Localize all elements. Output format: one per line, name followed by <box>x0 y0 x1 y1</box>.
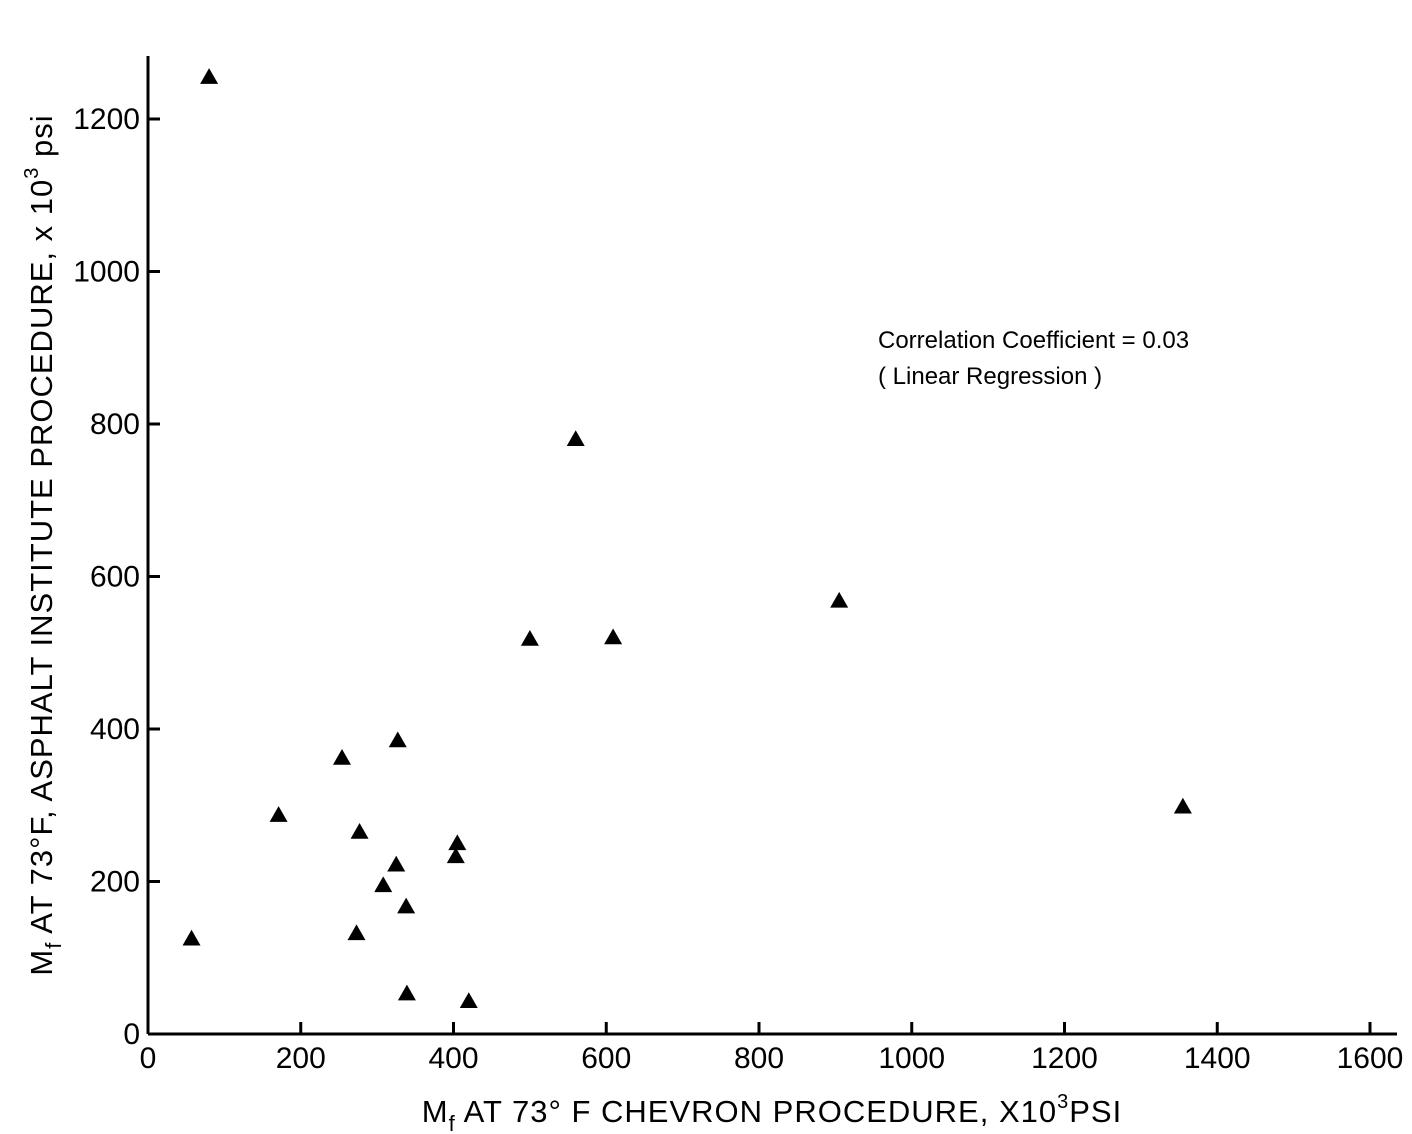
annotation-line-1: Correlation Coefficient = 0.03 <box>878 327 1189 354</box>
data-point <box>521 630 539 646</box>
axes <box>148 56 1397 1034</box>
y-axis-title-superscript: 3 <box>21 167 43 179</box>
data-point <box>460 992 478 1008</box>
x-axis-title-prefix: M <box>422 1094 449 1129</box>
annotation-line-2: ( Linear Regression ) <box>878 363 1102 390</box>
y-tick-label: 400 <box>90 713 140 746</box>
data-point <box>448 834 466 850</box>
x-tick-label: 1600 <box>1337 1042 1404 1075</box>
data-point <box>348 924 366 940</box>
x-axis-title-suffix: PSI <box>1069 1094 1122 1129</box>
data-point <box>389 731 407 747</box>
data-point <box>333 749 351 765</box>
x-axis-title-text: AT 73° F CHEVRON PROCEDURE, X10 <box>456 1094 1057 1129</box>
x-tick-label: 1400 <box>1184 1042 1251 1075</box>
y-tick-label: 800 <box>90 408 140 441</box>
data-points <box>183 68 1192 1008</box>
y-axis-title-text: AT 73°F, ASPHALT INSTITUTE PROCEDURE, x … <box>24 179 59 942</box>
x-ticks: 0 200 400 600 800 1000 1200 1400 1600 <box>140 1022 1404 1075</box>
y-axis-title-suffix: psi <box>24 114 59 166</box>
data-point <box>374 876 392 892</box>
data-point <box>351 823 369 839</box>
x-tick-label: 400 <box>428 1042 478 1075</box>
data-point <box>387 856 405 872</box>
data-point <box>397 898 415 914</box>
x-tick-label: 200 <box>276 1042 326 1075</box>
x-tick-label: 800 <box>734 1042 784 1075</box>
y-axis-title: Mf AT 73°F, ASPHALT INSTITUTE PROCEDURE,… <box>21 114 66 975</box>
data-point <box>604 629 622 645</box>
y-tick-label: 200 <box>90 866 140 899</box>
x-axis-title-superscript: 3 <box>1057 1091 1069 1113</box>
data-point <box>1174 798 1192 814</box>
data-point <box>183 930 201 946</box>
data-point <box>270 806 288 822</box>
x-axis-title-subscript: f <box>449 1111 456 1134</box>
data-point <box>830 592 848 608</box>
data-point <box>567 430 585 446</box>
data-point <box>398 985 416 1001</box>
x-axis-title: Mf AT 73° F CHEVRON PROCEDURE, X103PSI <box>422 1091 1122 1134</box>
y-axis-title-subscript: f <box>41 942 66 949</box>
y-tick-label: 0 <box>123 1018 140 1051</box>
data-point <box>200 68 218 84</box>
x-tick-label: 0 <box>140 1042 157 1075</box>
x-tick-label: 1000 <box>878 1042 945 1075</box>
y-tick-label: 1000 <box>73 256 140 289</box>
x-tick-label: 600 <box>581 1042 631 1075</box>
y-tick-label: 600 <box>90 561 140 594</box>
y-axis-title-prefix: M <box>24 949 59 976</box>
y-tick-label: 1200 <box>73 103 140 136</box>
x-tick-label: 1200 <box>1031 1042 1098 1075</box>
